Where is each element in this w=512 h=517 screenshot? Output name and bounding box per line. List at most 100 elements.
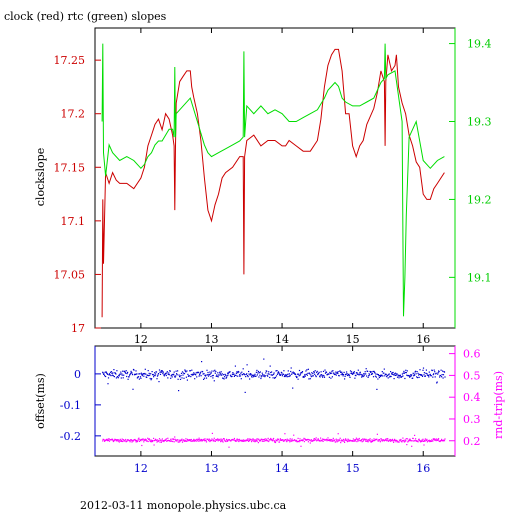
series-offset-point [159, 371, 161, 373]
series-offset-point [198, 375, 200, 377]
series-offset-point [310, 376, 312, 378]
series-rnd-trip-point [285, 440, 287, 442]
series-offset-point [160, 370, 162, 372]
series-offset-point [149, 377, 151, 380]
series-rnd-trip-point [108, 438, 110, 440]
series-offset-point [187, 375, 189, 377]
series-rnd-trip-point [440, 440, 442, 442]
series-rnd-trip-point [265, 439, 267, 442]
series-rnd-trip-point [250, 439, 252, 441]
series-rnd-trip-point [369, 439, 371, 441]
series-offset-point [374, 375, 377, 377]
series-offset-point [428, 376, 430, 378]
series-offset-point [433, 373, 435, 375]
series-rnd-trip-point [415, 438, 417, 440]
series-rnd-trip-point [337, 439, 339, 441]
series-offset-point [354, 377, 356, 379]
series-rnd-trip-point [147, 440, 149, 443]
series-offset-point [325, 371, 328, 373]
series-offset-point [114, 372, 116, 374]
series-offset-point [282, 373, 284, 375]
series-rnd-trip-point [254, 441, 256, 443]
series-offset-point [221, 374, 223, 376]
series-offset-point [369, 370, 371, 373]
series-rnd-trip-point [203, 438, 205, 440]
series-offset-point [352, 373, 354, 375]
series-rnd-trip-point [203, 439, 205, 441]
series-rnd-trip-point [315, 437, 317, 439]
series-rnd-trip-point [173, 441, 175, 443]
series-offset-point [370, 371, 372, 373]
series-rnd-trip-point [172, 440, 174, 443]
series-offset-point [166, 372, 168, 374]
series-rnd-trip-point [352, 440, 354, 442]
series-offset-point [226, 375, 228, 377]
series-offset-point [171, 374, 173, 376]
series-offset-point [110, 371, 113, 373]
series-rnd-trip-point [307, 438, 309, 440]
series-rnd-trip-point [225, 440, 227, 443]
series-rnd-trip-point [274, 440, 276, 442]
series-rnd-trip-point [137, 438, 139, 440]
series-offset-point [378, 376, 380, 379]
series-offset-point [177, 370, 179, 372]
series-rnd-trip-point [317, 438, 319, 440]
series-rnd-trip-point [116, 439, 118, 441]
series-rnd-trip-point [256, 440, 258, 442]
series-offset-point [148, 372, 150, 374]
series-offset-point [418, 374, 420, 376]
series-offset-point [419, 374, 422, 376]
series-offset-point [313, 371, 315, 373]
series-offset-point [348, 373, 350, 375]
series-rnd-trip-point [332, 439, 334, 441]
series-offset-point [104, 371, 106, 373]
series-rnd-trip-point [120, 440, 122, 442]
series-rnd-trip-point [217, 440, 219, 442]
series-rtc-line [101, 43, 445, 317]
series-offset-point [252, 374, 254, 376]
series-rnd-trip-point [355, 439, 357, 441]
series-rnd-trip-point [186, 440, 188, 442]
series-rnd-trip-point [434, 438, 436, 440]
series-rnd-trip-point [158, 438, 161, 440]
series-offset-point [268, 373, 270, 375]
series-offset-point [258, 376, 260, 378]
series-rnd-trip-point [141, 438, 143, 440]
series-offset-point [289, 375, 291, 377]
series-rnd-trip-point [385, 439, 387, 441]
series-rnd-trip-point [126, 440, 128, 442]
bottom-y2-tick-label: 0.3 [463, 413, 481, 426]
series-offset-point [416, 376, 418, 378]
series-rnd-trip-point [389, 439, 391, 441]
series-offset-point [136, 373, 138, 375]
series-offset-point [189, 370, 191, 372]
series-rnd-trip-point [371, 439, 373, 441]
bottom-scatter-group [102, 358, 446, 448]
series-offset-point [103, 373, 105, 375]
series-rnd-trip-point [437, 439, 439, 441]
series-offset-point [158, 381, 160, 383]
series-rnd-trip-point [327, 437, 329, 439]
series-rnd-trip-point [377, 440, 379, 442]
series-rnd-trip-point [105, 439, 107, 441]
series-offset-point [364, 371, 366, 373]
series-rnd-trip-point [421, 440, 424, 442]
series-offset-point [235, 374, 237, 376]
series-rnd-trip-point [118, 440, 120, 442]
series-rnd-trip-point [171, 440, 173, 442]
series-offset-point [182, 372, 185, 374]
series-offset-point [174, 375, 176, 377]
series-rnd-trip-point [170, 438, 172, 440]
series-offset-point [185, 376, 187, 378]
series-rnd-trip-point [222, 441, 224, 443]
series-offset-point [125, 370, 127, 372]
series-offset-point [271, 371, 273, 373]
series-rnd-trip-point [222, 439, 224, 441]
series-rnd-trip-point [160, 439, 162, 441]
series-offset-point [324, 369, 326, 371]
series-offset-point [152, 373, 154, 376]
series-rnd-trip-point [252, 438, 254, 440]
series-offset-point [270, 374, 272, 376]
series-rnd-trip-point [422, 440, 425, 442]
series-offset-point [339, 370, 341, 372]
